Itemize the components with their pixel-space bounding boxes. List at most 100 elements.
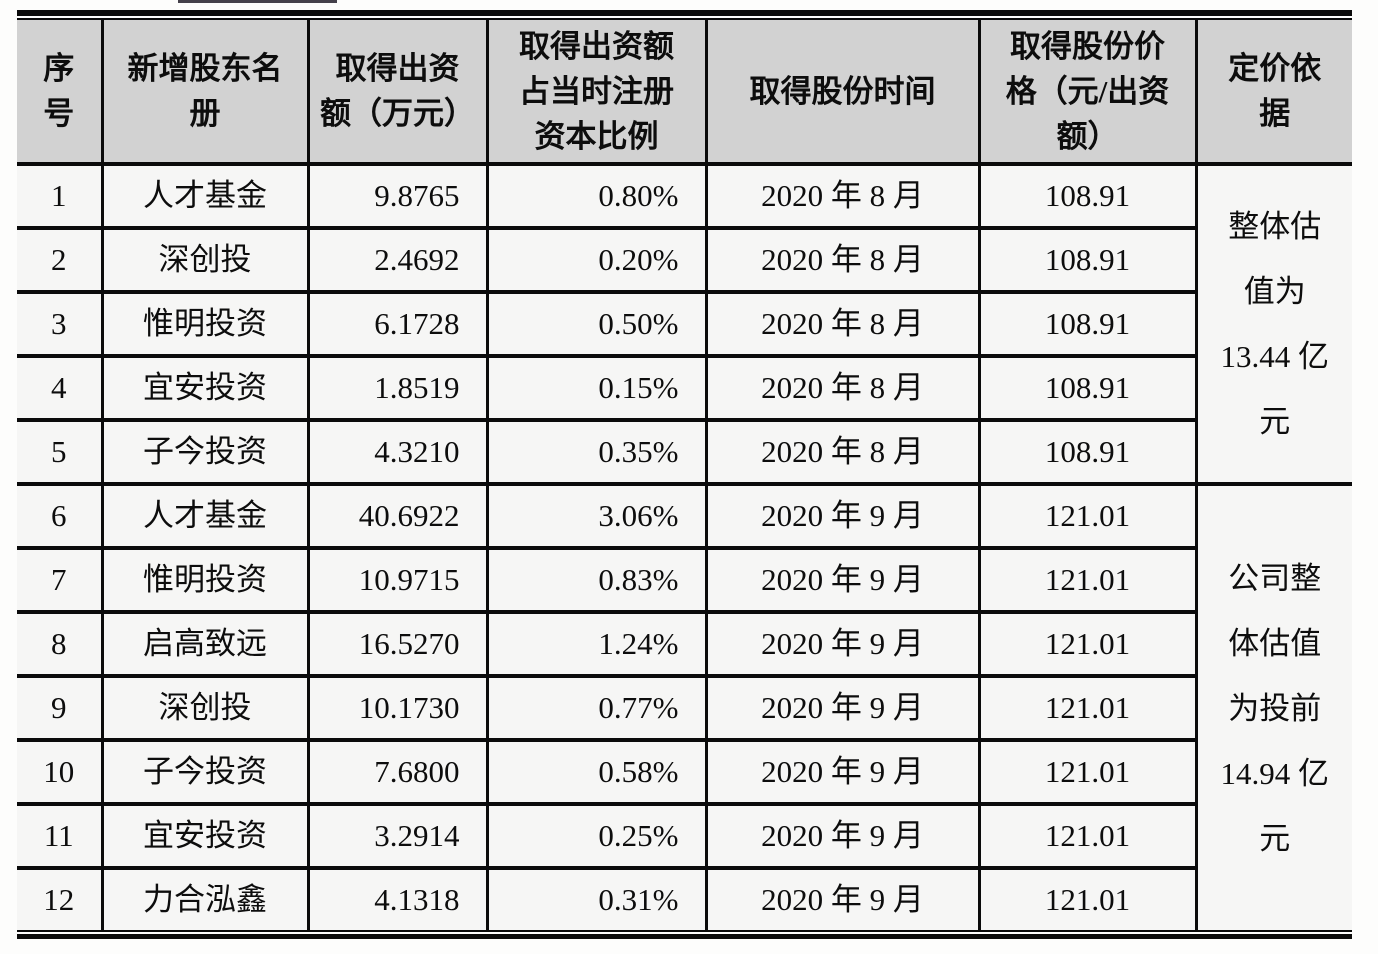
cell-ratio: 1.24% <box>485 610 708 678</box>
table-bottom-rule-thin <box>17 930 1352 932</box>
table-top-rule-thick <box>17 10 1352 16</box>
cell-index: 11 <box>17 802 104 870</box>
cell-date: 2020 年 8 月 <box>704 290 981 358</box>
cell-shareholder: 宜安投资 <box>100 802 310 870</box>
cell-price: 121.01 <box>977 866 1198 930</box>
cell-amount: 9.8765 <box>306 162 489 230</box>
cell-ratio: 0.25% <box>485 802 708 870</box>
cell-amount: 16.5270 <box>306 610 489 678</box>
cell-amount: 10.9715 <box>306 546 489 614</box>
cell-price: 108.91 <box>977 354 1198 422</box>
cropped-text-underline <box>178 0 337 3</box>
cell-date: 2020 年 9 月 <box>704 866 981 930</box>
cell-date: 2020 年 9 月 <box>704 546 981 614</box>
cell-ratio: 0.15% <box>485 354 708 422</box>
cell-price: 108.91 <box>977 162 1198 230</box>
cell-price: 121.01 <box>977 802 1198 870</box>
cell-shareholder: 深创投 <box>100 674 310 742</box>
cell-price: 121.01 <box>977 546 1198 614</box>
cell-shareholder: 惟明投资 <box>100 290 310 358</box>
table-row: 9 深创投 10.1730 0.77% 2020 年 9 月 121.01 <box>17 674 1352 742</box>
cell-ratio: 0.80% <box>485 162 708 230</box>
cell-index: 8 <box>17 610 104 678</box>
table-row: 1 人才基金 9.8765 0.80% 2020 年 8 月 108.91 整体… <box>17 162 1352 486</box>
cell-ratio: 0.31% <box>485 866 708 930</box>
cell-price: 121.01 <box>977 482 1198 550</box>
cell-shareholder: 深创投 <box>100 226 310 294</box>
cell-price: 108.91 <box>977 418 1198 486</box>
cell-amount: 10.1730 <box>306 674 489 742</box>
cell-shareholder: 力合泓鑫 <box>100 866 310 930</box>
cell-amount: 4.1318 <box>306 866 489 930</box>
cell-price: 108.91 <box>977 290 1198 358</box>
cell-shareholder: 人才基金 <box>100 482 310 550</box>
cell-date: 2020 年 8 月 <box>704 162 981 230</box>
header-pricing-basis: 定价依 据 <box>1194 20 1352 166</box>
header-ratio: 取得出资额 占当时注册 资本比例 <box>485 20 708 166</box>
cell-index: 12 <box>17 866 104 930</box>
table-row: 6 人才基金 40.6922 3.06% 2020 年 9 月 121.01 公… <box>17 482 1352 930</box>
cell-price: 121.01 <box>977 738 1198 806</box>
cell-index: 3 <box>17 290 104 358</box>
header-row: 序 号 新增股东名 册 取得出资 额（万元） 取得出资额 占当时注册 资本比例 … <box>17 20 1352 166</box>
table-row: 7 惟明投资 10.9715 0.83% 2020 年 9 月 121.01 <box>17 546 1352 614</box>
cell-date: 2020 年 8 月 <box>704 226 981 294</box>
cell-shareholder: 人才基金 <box>100 162 310 230</box>
data-table: 序 号 新增股东名 册 取得出资 额（万元） 取得出资额 占当时注册 资本比例 … <box>17 20 1352 930</box>
cell-amount: 7.6800 <box>306 738 489 806</box>
header-amount: 取得出资 额（万元） <box>306 20 489 166</box>
header-shareholder: 新增股东名 册 <box>100 20 310 166</box>
table-row: 10 子今投资 7.6800 0.58% 2020 年 9 月 121.01 <box>17 738 1352 806</box>
table-top-rule-thin <box>17 18 1352 20</box>
table-row: 5 子今投资 4.3210 0.35% 2020 年 8 月 108.91 <box>17 418 1352 486</box>
cell-shareholder: 宜安投资 <box>100 354 310 422</box>
cell-ratio: 3.06% <box>485 482 708 550</box>
cell-price: 108.91 <box>977 226 1198 294</box>
table-row: 2 深创投 2.4692 0.20% 2020 年 8 月 108.91 <box>17 226 1352 294</box>
cell-date: 2020 年 9 月 <box>704 738 981 806</box>
cell-amount: 6.1728 <box>306 290 489 358</box>
cell-amount: 3.2914 <box>306 802 489 870</box>
table-row: 11 宜安投资 3.2914 0.25% 2020 年 9 月 121.01 <box>17 802 1352 870</box>
cell-index: 7 <box>17 546 104 614</box>
cell-date: 2020 年 9 月 <box>704 674 981 742</box>
cell-price: 121.01 <box>977 674 1198 742</box>
cell-ratio: 0.20% <box>485 226 708 294</box>
cell-amount: 40.6922 <box>306 482 489 550</box>
cell-ratio: 0.83% <box>485 546 708 614</box>
table-row: 3 惟明投资 6.1728 0.50% 2020 年 8 月 108.91 <box>17 290 1352 358</box>
cell-date: 2020 年 9 月 <box>704 802 981 870</box>
cell-date: 2020 年 9 月 <box>704 610 981 678</box>
cell-pricing-basis-group1: 整体估 值为 13.44 亿 元 <box>1194 162 1352 486</box>
cell-ratio: 0.35% <box>485 418 708 486</box>
cell-ratio: 0.58% <box>485 738 708 806</box>
cell-ratio: 0.77% <box>485 674 708 742</box>
table-row: 4 宜安投资 1.8519 0.15% 2020 年 8 月 108.91 <box>17 354 1352 422</box>
cell-shareholder: 启高致远 <box>100 610 310 678</box>
cell-price: 121.01 <box>977 610 1198 678</box>
table-header: 序 号 新增股东名 册 取得出资 额（万元） 取得出资额 占当时注册 资本比例 … <box>17 20 1352 166</box>
cell-shareholder: 子今投资 <box>100 738 310 806</box>
header-date: 取得股份时间 <box>704 20 981 166</box>
header-index: 序 号 <box>17 20 104 166</box>
header-price: 取得股份价 格（元/出资 额） <box>977 20 1198 166</box>
cell-amount: 2.4692 <box>306 226 489 294</box>
cell-index: 5 <box>17 418 104 486</box>
cell-index: 1 <box>17 162 104 230</box>
cell-amount: 1.8519 <box>306 354 489 422</box>
cell-index: 6 <box>17 482 104 550</box>
shareholders-table: 序 号 新增股东名 册 取得出资 额（万元） 取得出资额 占当时注册 资本比例 … <box>17 10 1352 939</box>
cell-shareholder: 惟明投资 <box>100 546 310 614</box>
cell-index: 4 <box>17 354 104 422</box>
cell-ratio: 0.50% <box>485 290 708 358</box>
cell-date: 2020 年 8 月 <box>704 354 981 422</box>
cell-amount: 4.3210 <box>306 418 489 486</box>
cell-pricing-basis-group2: 公司整 体估值 为投前 14.94 亿 元 <box>1194 482 1352 930</box>
cell-index: 10 <box>17 738 104 806</box>
cell-index: 2 <box>17 226 104 294</box>
cell-index: 9 <box>17 674 104 742</box>
table-row: 12 力合泓鑫 4.1318 0.31% 2020 年 9 月 121.01 <box>17 866 1352 930</box>
cell-shareholder: 子今投资 <box>100 418 310 486</box>
table-body: 1 人才基金 9.8765 0.80% 2020 年 8 月 108.91 整体… <box>17 162 1352 930</box>
